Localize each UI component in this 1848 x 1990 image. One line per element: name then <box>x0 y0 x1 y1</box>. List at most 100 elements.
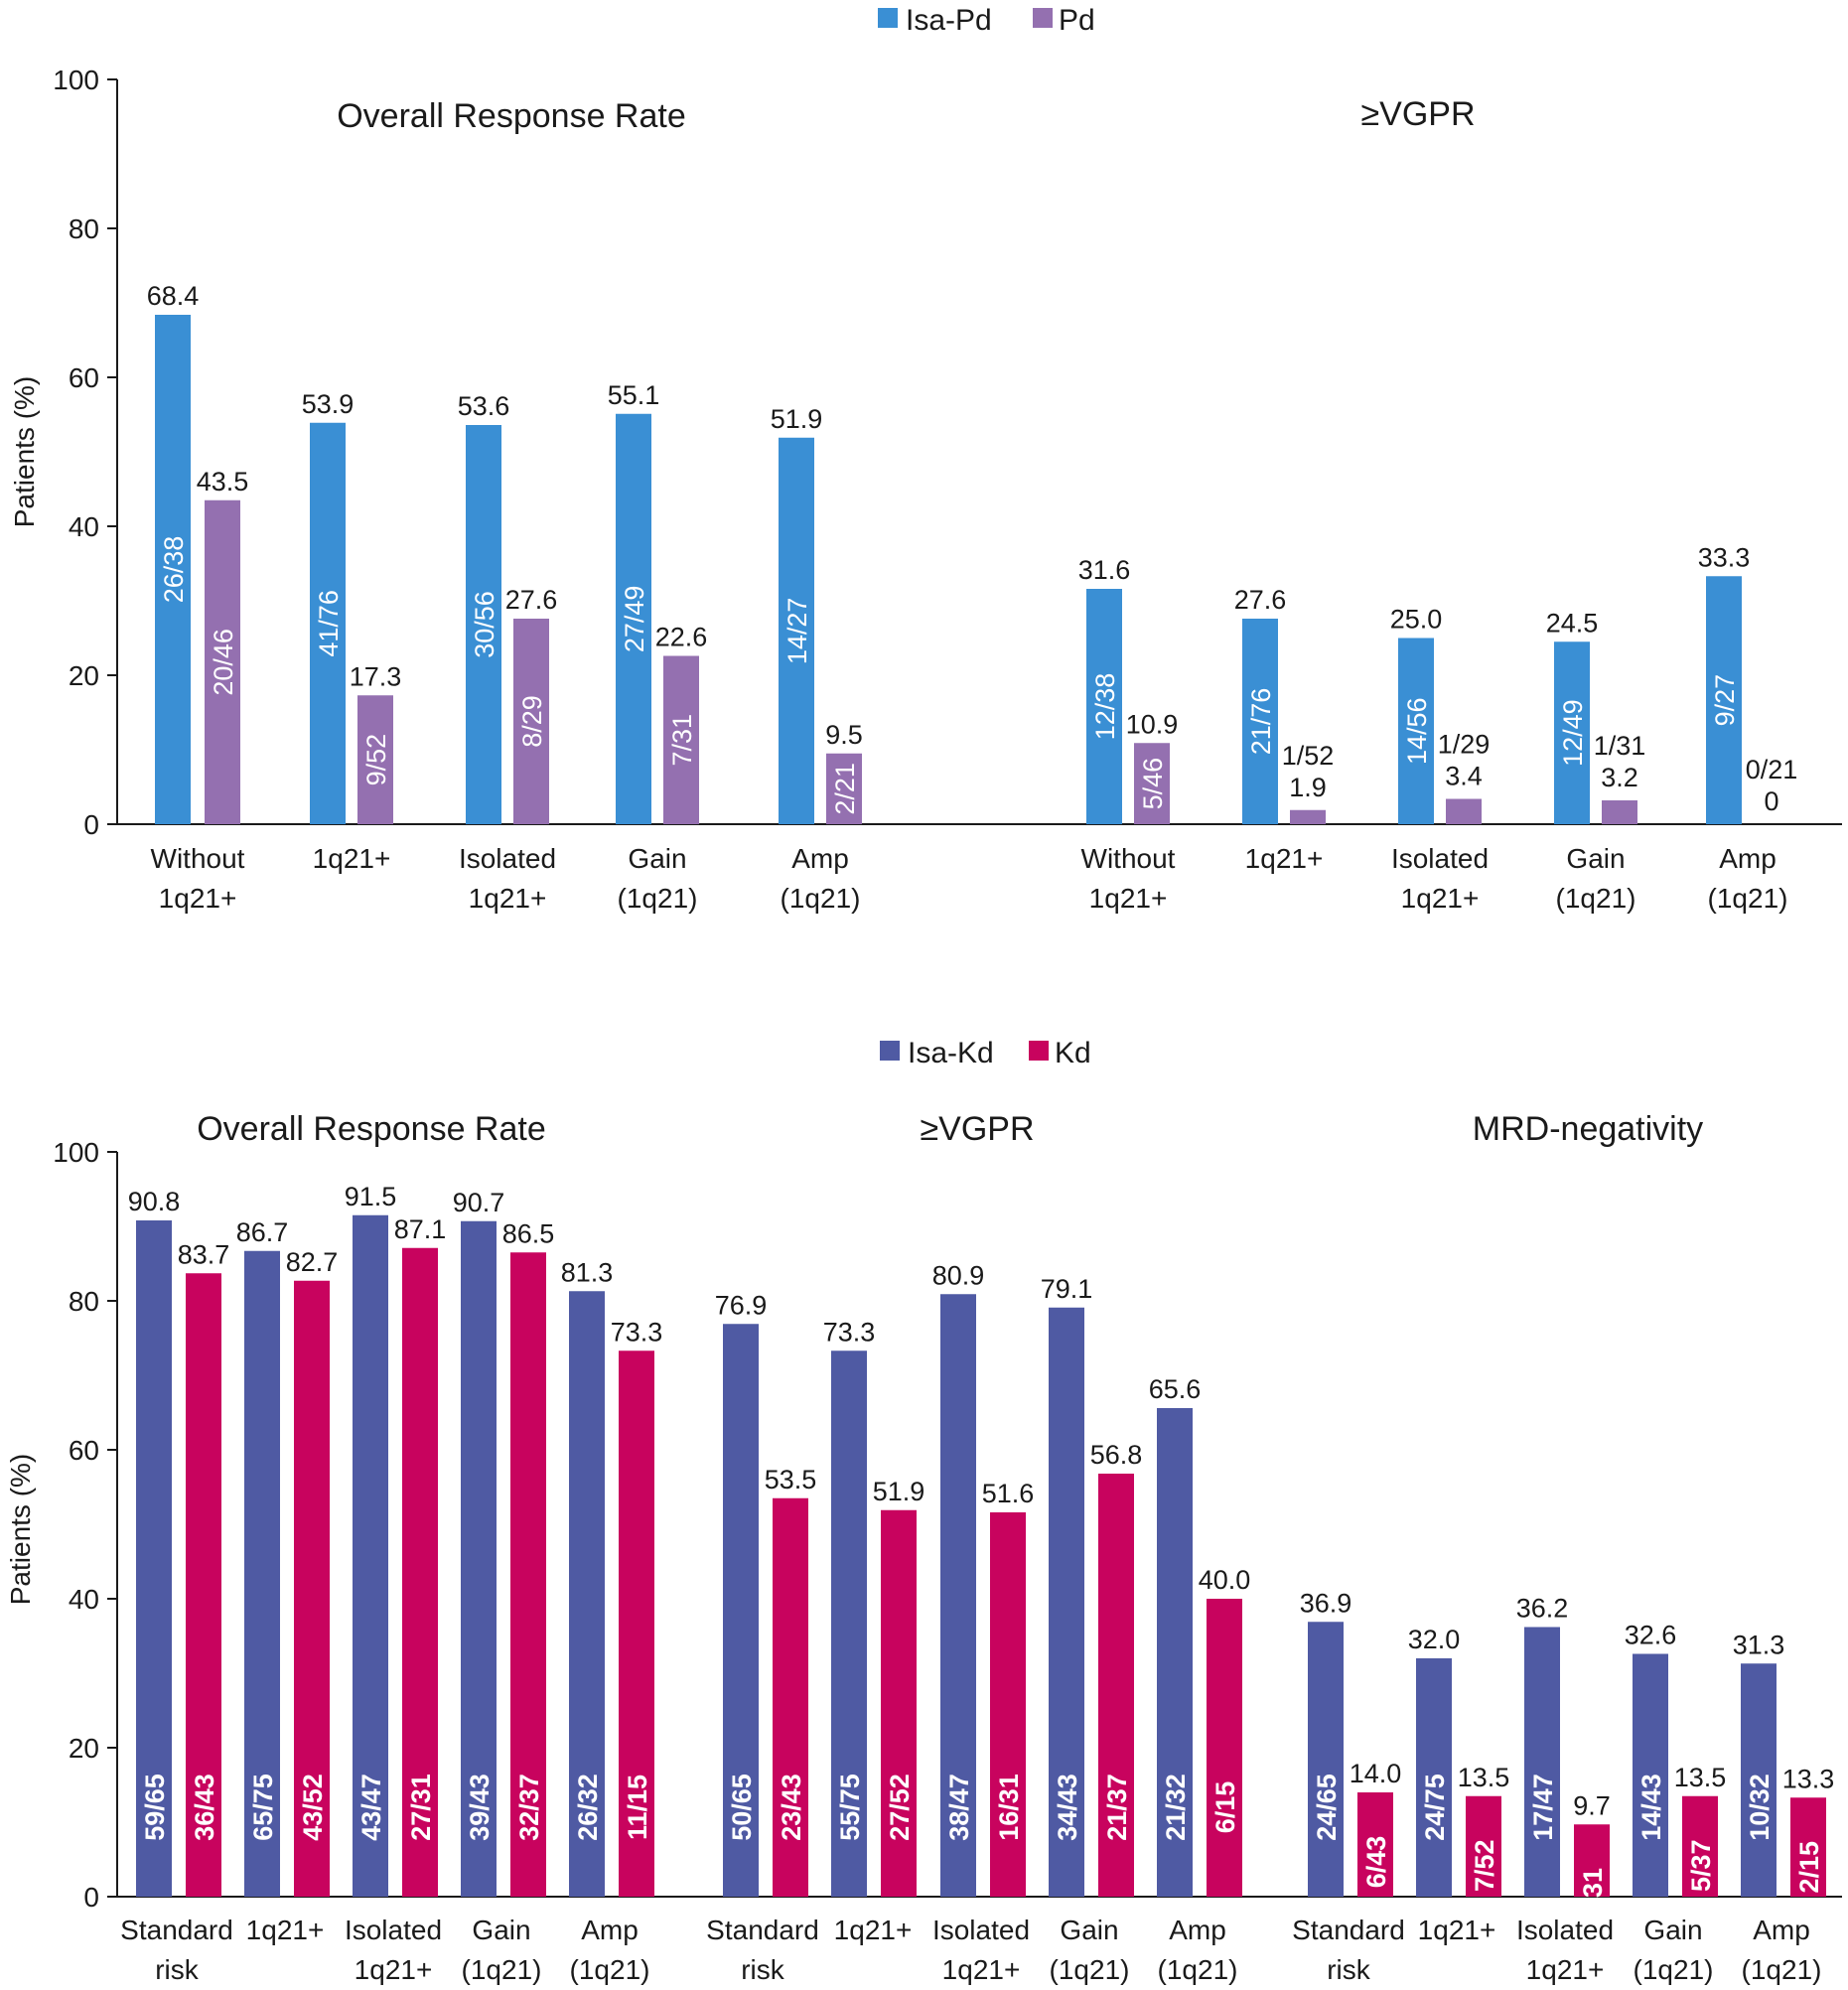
bar-fraction-label: 14/43 <box>1636 1774 1666 1841</box>
bar-value-label: 82.7 <box>286 1247 339 1277</box>
bar-fraction-label: 5/46 <box>1138 758 1168 810</box>
bottom-y-tick-0: 0 <box>83 1882 117 1913</box>
bar-fraction-label: 20/46 <box>209 629 238 696</box>
x-tick-label: (1q21) <box>1158 1954 1238 1985</box>
top-y-tick-label: 60 <box>69 362 99 393</box>
bar-value-label: 86.7 <box>236 1217 289 1247</box>
bar-fraction-label: 34/43 <box>1053 1774 1082 1841</box>
x-tick-label: 1q21+ <box>469 883 547 914</box>
x-tick-label: (1q21) <box>1556 883 1636 914</box>
x-tick-label: Amp <box>1753 1915 1810 1945</box>
top-y-tick-40: 40 <box>69 511 117 542</box>
bar-pd <box>513 619 549 824</box>
bar-value-label: 24.5 <box>1546 608 1599 638</box>
bar-fraction-label: 1/52 <box>1282 741 1335 771</box>
bar-fraction-label: 38/47 <box>944 1774 974 1841</box>
bar-value-label: 1.9 <box>1289 773 1327 802</box>
bar-value-label: 27.6 <box>505 585 558 615</box>
bar-value-label: 91.5 <box>345 1182 397 1211</box>
bar-pd <box>1290 809 1326 824</box>
bottom-y-tick-label: 60 <box>69 1435 99 1466</box>
bar-value-label: 13.5 <box>1458 1763 1510 1792</box>
legend-label-kd: Kd <box>1055 1037 1091 1069</box>
x-tick-label: (1q21) <box>1742 1954 1822 1985</box>
top-panel-2-title: ≥VGPR <box>1360 95 1475 133</box>
bar-kd <box>1682 1795 1718 1897</box>
bar-fraction-label: 43/52 <box>298 1774 328 1841</box>
bar-isa-pd <box>1706 576 1742 824</box>
top-y-tick-100: 100 <box>53 65 117 95</box>
x-tick-label: (1q21) <box>1708 883 1788 914</box>
bar-isa-pd <box>310 422 346 824</box>
bottom-y-axis: 0 20 40 60 80 100 Patients (%) <box>5 1137 1842 1913</box>
bar-fraction-label: 41/76 <box>314 590 344 657</box>
x-tick-label: Standard <box>706 1915 819 1945</box>
bar-fraction-label: 14/56 <box>1402 697 1432 765</box>
bar-value-label: 25.0 <box>1390 605 1443 635</box>
x-tick-label: risk <box>155 1954 200 1985</box>
bar-isa-kd <box>1416 1658 1452 1897</box>
x-tick-label: Isolated <box>932 1915 1030 1945</box>
bar-value-label: 83.7 <box>178 1239 230 1269</box>
x-tick-label: 1q21+ <box>313 843 391 874</box>
bar-fraction-label: 59/65 <box>140 1774 170 1841</box>
bar-marks: 26/38 68.4 41/76 53.9 30/56 53.6 27/49 55.1 14/2… <box>128 281 1835 1920</box>
bar-value-label: 76.9 <box>715 1290 768 1320</box>
bar-value-label: 33.3 <box>1698 542 1751 572</box>
x-tick-label: risk <box>741 1954 785 1985</box>
bar-kd <box>1574 1824 1610 1897</box>
bottom-y-axis-label: Patients (%) <box>5 1454 36 1606</box>
bar-fraction-label: 23/43 <box>777 1774 806 1841</box>
bar-value-label: 55.1 <box>608 380 660 410</box>
top-y-axis: 0 20 40 60 80 100 Patients (%) <box>9 65 1842 840</box>
bar-value-label: 10.9 <box>1126 709 1179 739</box>
bar-value-label: 53.9 <box>302 389 355 419</box>
bar-fraction-label: 32/37 <box>514 1774 544 1841</box>
top-y-tick-label: 0 <box>83 809 99 840</box>
x-tick-label: Without <box>151 843 245 874</box>
x-tick-label: Isolated <box>1391 843 1489 874</box>
bar-value-label: 51.9 <box>771 404 823 434</box>
bar-fraction-label: 1/29 <box>1438 730 1491 760</box>
top-y-tick-0: 0 <box>83 809 117 840</box>
bottom-y-tick-label: 100 <box>53 1137 99 1168</box>
bar-value-label: 40.0 <box>1199 1565 1251 1595</box>
bar-value-label: 87.1 <box>394 1214 447 1244</box>
bar-fraction-label: 21/76 <box>1246 688 1276 756</box>
x-tick-label: Gain <box>472 1915 530 1945</box>
bar-fraction-label: 43/47 <box>356 1774 386 1841</box>
x-tick-label: Isolated <box>459 843 556 874</box>
bar-isa-kd <box>1157 1408 1193 1897</box>
bar-value-label: 13.5 <box>1674 1763 1727 1792</box>
bar-pd <box>1602 800 1637 824</box>
bar-value-label: 68.4 <box>147 281 200 311</box>
bar-value-label: 73.3 <box>611 1317 663 1347</box>
bar-isa-pd <box>1554 641 1590 824</box>
bar-kd <box>186 1273 221 1897</box>
legend-swatch-kd <box>1029 1041 1049 1061</box>
x-tick-label: (1q21) <box>781 883 861 914</box>
x-tick-label: Gain <box>628 843 686 874</box>
top-panel-2-x-tick-labels: Without 1q21+ 1q21+ Isolated 1q21+ Gain … <box>1081 843 1788 914</box>
bar-pd <box>826 753 862 824</box>
bar-value-label: 53.5 <box>765 1465 817 1494</box>
panel-3-bars: 59/65 90.8 65/75 86.7 43/47 91.5 39/43 90.7 26/3… <box>128 1182 663 1897</box>
x-tick-label: 1q21+ <box>246 1915 325 1945</box>
bar-kd <box>1790 1797 1826 1897</box>
bar-isa-pd <box>1242 619 1278 824</box>
legend-label-pd: Pd <box>1059 4 1095 37</box>
bar-value-label: 51.9 <box>873 1477 925 1506</box>
bar-isa-pd <box>1086 589 1122 824</box>
bar-kd <box>294 1280 330 1897</box>
bar-isa-kd <box>1308 1622 1344 1897</box>
bar-fraction-label: 2/21 <box>830 763 860 815</box>
x-tick-label: 1q21+ <box>1526 1954 1605 1985</box>
x-tick-label: Without <box>1081 843 1176 874</box>
bar-fraction-label: 8/29 <box>517 695 547 748</box>
bar-fraction-label: 6/15 <box>1210 1781 1240 1834</box>
bar-isa-kd <box>461 1220 497 1897</box>
bar-value-label: 27.6 <box>1234 585 1287 615</box>
bottom-y-tick-100: 100 <box>53 1137 117 1168</box>
bottom-legend: Isa-Kd Kd <box>880 1037 1091 1069</box>
panel-1-bars: 26/38 68.4 41/76 53.9 30/56 53.6 27/49 55.1 14/2… <box>147 281 863 824</box>
